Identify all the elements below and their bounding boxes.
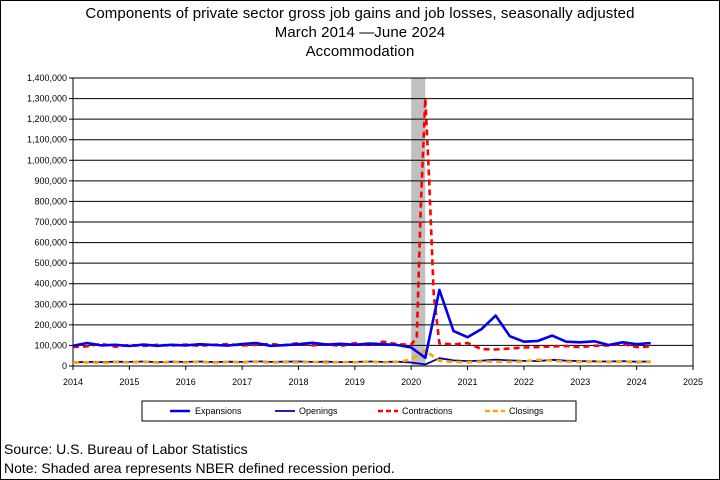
series-line-openings [72, 357, 651, 366]
y-tick-label: 400,000 [34, 279, 67, 289]
series-line-expansions [72, 288, 651, 360]
x-tick-label: 2015 [119, 377, 139, 387]
y-tick-label: 500,000 [34, 258, 67, 268]
legend-label-expansions: Expansions [195, 406, 242, 416]
y-tick-label: 900,000 [34, 176, 67, 186]
x-tick-label: 2018 [288, 377, 308, 387]
y-tick-label: 0 [62, 361, 67, 371]
y-tick-label: 700,000 [34, 217, 67, 227]
y-tick-label: 200,000 [34, 320, 67, 330]
y-tick-label: 100,000 [34, 340, 67, 350]
y-tick-label: 300,000 [34, 299, 67, 309]
recession-note: Note: Shaded area represents NBER define… [4, 460, 395, 476]
x-tick-label: 2025 [683, 377, 703, 387]
chart-title-line-2: March 2014 —June 2024 [274, 24, 446, 41]
legend-label-contractions: Contractions [402, 406, 453, 416]
legend: Expansions Openings Contractions Closings [141, 400, 577, 422]
x-tick-label: 2023 [570, 377, 590, 387]
chart-title-line-3: Accommodation [305, 43, 415, 60]
chart-title-line-1: Components of private sector gross job g… [85, 5, 635, 22]
y-tick-label: 800,000 [34, 196, 67, 206]
legend-label-closings: Closings [509, 406, 544, 416]
x-tick-label: 2024 [627, 377, 647, 387]
y-tick-label: 1,300,000 [27, 94, 67, 104]
plot-area: 0 100,000 200,000 300,000 400,000 500,000 600,… [27, 73, 703, 387]
y-tick-label: 1,000,000 [27, 155, 67, 165]
x-tick-label: 2022 [514, 377, 534, 387]
x-tick-label: 2021 [458, 377, 478, 387]
y-tick-label: 600,000 [34, 238, 67, 248]
series-line-contractions [72, 97, 651, 351]
x-tick-label: 2014 [63, 377, 83, 387]
y-tick-label: 1,400,000 [27, 73, 67, 83]
y-tick-label: 1,200,000 [27, 114, 67, 124]
chart-title: Components of private sector gross job g… [0, 4, 720, 61]
x-tick-label: 2020 [401, 377, 421, 387]
x-tick-label: 2017 [232, 377, 252, 387]
legend-label-openings: Openings [299, 406, 338, 416]
x-tick-label: 2019 [345, 377, 365, 387]
source-note: Source: U.S. Bureau of Labor Statistics [4, 441, 248, 457]
x-tick-label: 2016 [176, 377, 196, 387]
legend-box [141, 400, 577, 422]
y-tick-label: 1,100,000 [27, 135, 67, 145]
